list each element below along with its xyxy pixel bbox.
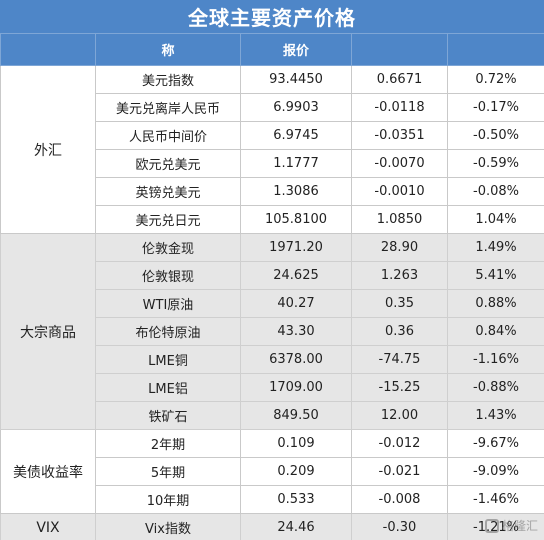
change-cell: -0.008 bbox=[351, 485, 448, 514]
price-cell: 0.533 bbox=[240, 485, 352, 514]
header-price: 报价 bbox=[240, 33, 352, 66]
change-cell: -0.021 bbox=[351, 457, 448, 486]
price-cell: 40.27 bbox=[240, 289, 352, 318]
change-pct-cell: 5.41% bbox=[447, 261, 544, 290]
asset-name-cell: 美元指数 bbox=[95, 65, 241, 94]
change-cell: 1.263 bbox=[351, 261, 448, 290]
change-cell: -0.0070 bbox=[351, 149, 448, 178]
asset-name-cell: 伦敦金现 bbox=[95, 233, 241, 262]
change-pct-cell: -9.09% bbox=[447, 457, 544, 486]
watermark: 格隆汇 bbox=[484, 517, 538, 534]
table-row: 伦敦银现 24.625 1.263 5.41% bbox=[1, 261, 544, 290]
change-pct-cell: -0.17% bbox=[447, 93, 544, 122]
asset-name-cell: 伦敦银现 bbox=[95, 261, 241, 290]
price-cell: 24.625 bbox=[240, 261, 352, 290]
asset-name-cell: 布伦特原油 bbox=[95, 317, 241, 346]
header-change-pct bbox=[447, 33, 544, 66]
price-cell: 6378.00 bbox=[240, 345, 352, 374]
change-pct-cell: -0.50% bbox=[447, 121, 544, 150]
header-name: 称 bbox=[95, 33, 241, 66]
table-row: 美债收益率 2年期 0.109 -0.012 -9.67% bbox=[0, 429, 544, 514]
price-cell: 1.1777 bbox=[240, 149, 352, 178]
change-cell: 12.00 bbox=[351, 401, 448, 430]
table-row: 10年期 0.533 -0.008 -1.46% bbox=[1, 485, 544, 514]
change-cell: -0.0010 bbox=[351, 177, 448, 206]
price-cell: 24.46 bbox=[240, 513, 352, 540]
category-cell: 大宗商品 bbox=[0, 233, 96, 430]
change-cell: -0.30 bbox=[351, 513, 448, 540]
table-row: LME铝 1709.00 -15.25 -0.88% bbox=[1, 373, 544, 402]
change-pct-cell: -9.67% bbox=[447, 429, 544, 458]
change-pct-cell: 0.84% bbox=[447, 317, 544, 346]
table-row: 欧元兑美元 1.1777 -0.0070 -0.59% bbox=[1, 149, 544, 178]
asset-name-cell: WTI原油 bbox=[95, 289, 241, 318]
table-row: 大宗商品 伦敦金现 1971.20 28.90 1.49% bbox=[0, 233, 544, 430]
table-row: WTI原油 40.27 0.35 0.88% bbox=[1, 289, 544, 318]
change-pct-cell: 0.88% bbox=[447, 289, 544, 318]
change-cell: 0.36 bbox=[351, 317, 448, 346]
price-cell: 0.209 bbox=[240, 457, 352, 486]
asset-name-cell: LME铜 bbox=[95, 345, 241, 374]
change-cell: -0.0118 bbox=[351, 93, 448, 122]
change-cell: 0.35 bbox=[351, 289, 448, 318]
change-cell: 1.0850 bbox=[351, 205, 448, 234]
price-cell: 0.109 bbox=[240, 429, 352, 458]
price-cell: 6.9903 bbox=[240, 93, 352, 122]
change-cell: 0.6671 bbox=[351, 65, 448, 94]
asset-name-cell: 10年期 bbox=[95, 485, 241, 514]
change-pct-cell: -1.46% bbox=[447, 485, 544, 514]
asset-name-cell: LME铝 bbox=[95, 373, 241, 402]
watermark-text: 格隆汇 bbox=[501, 519, 538, 533]
asset-name-cell: 2年期 bbox=[95, 429, 241, 458]
category-cell: 美债收益率 bbox=[0, 429, 96, 514]
change-pct-cell: 1.43% bbox=[447, 401, 544, 430]
header-category bbox=[0, 33, 96, 66]
asset-name-cell: 美元兑离岸人民币 bbox=[95, 93, 241, 122]
price-cell: 1.3086 bbox=[240, 177, 352, 206]
asset-name-cell: 铁矿石 bbox=[95, 401, 241, 430]
asset-price-table: 称 报价 外汇 美元指数 93.4450 0.6671 0.72% 美元兑离岸人民币 6.9… bbox=[0, 33, 544, 540]
table-row: 5年期 0.209 -0.021 -9.09% bbox=[1, 457, 544, 486]
table-row: VIX Vix指数 24.46 -0.30 -1.21% bbox=[0, 513, 544, 540]
change-cell: 28.90 bbox=[351, 233, 448, 262]
asset-name-cell: Vix指数 bbox=[95, 513, 241, 540]
asset-name-cell: 人民币中间价 bbox=[95, 121, 241, 150]
table-row: 英镑兑美元 1.3086 -0.0010 -0.08% bbox=[1, 177, 544, 206]
change-cell: -0.0351 bbox=[351, 121, 448, 150]
price-cell: 105.8100 bbox=[240, 205, 352, 234]
price-cell: 43.30 bbox=[240, 317, 352, 346]
asset-name-cell: 欧元兑美元 bbox=[95, 149, 241, 178]
asset-name-cell: 5年期 bbox=[95, 457, 241, 486]
table-title: 全球主要资产价格 bbox=[0, 0, 544, 33]
change-pct-cell: 1.49% bbox=[447, 233, 544, 262]
price-cell: 6.9745 bbox=[240, 121, 352, 150]
table-row: 美元兑离岸人民币 6.9903 -0.0118 -0.17% bbox=[1, 93, 544, 122]
category-cell: VIX bbox=[0, 513, 96, 540]
table-row: 人民币中间价 6.9745 -0.0351 -0.50% bbox=[1, 121, 544, 150]
change-pct-cell: -0.59% bbox=[447, 149, 544, 178]
change-cell: -15.25 bbox=[351, 373, 448, 402]
header-change bbox=[351, 33, 448, 66]
change-pct-cell: -0.08% bbox=[447, 177, 544, 206]
watermark-logo-icon bbox=[484, 518, 499, 533]
table-row: 外汇 美元指数 93.4450 0.6671 0.72% bbox=[0, 65, 544, 234]
table-row: 布伦特原油 43.30 0.36 0.84% bbox=[1, 317, 544, 346]
price-cell: 1709.00 bbox=[240, 373, 352, 402]
change-pct-cell: 1.04% bbox=[447, 205, 544, 234]
change-cell: -74.75 bbox=[351, 345, 448, 374]
change-pct-cell: -1.21% bbox=[447, 513, 544, 540]
header-row: 称 报价 bbox=[0, 33, 544, 66]
change-pct-cell: -1.16% bbox=[447, 345, 544, 374]
price-cell: 1971.20 bbox=[240, 233, 352, 262]
change-pct-cell: 0.72% bbox=[447, 65, 544, 94]
table-row: LME铜 6378.00 -74.75 -1.16% bbox=[1, 345, 544, 374]
asset-name-cell: 英镑兑美元 bbox=[95, 177, 241, 206]
price-cell: 93.4450 bbox=[240, 65, 352, 94]
change-cell: -0.012 bbox=[351, 429, 448, 458]
category-cell: 外汇 bbox=[0, 65, 96, 234]
price-cell: 849.50 bbox=[240, 401, 352, 430]
change-pct-cell: -0.88% bbox=[447, 373, 544, 402]
asset-name-cell: 美元兑日元 bbox=[95, 205, 241, 234]
